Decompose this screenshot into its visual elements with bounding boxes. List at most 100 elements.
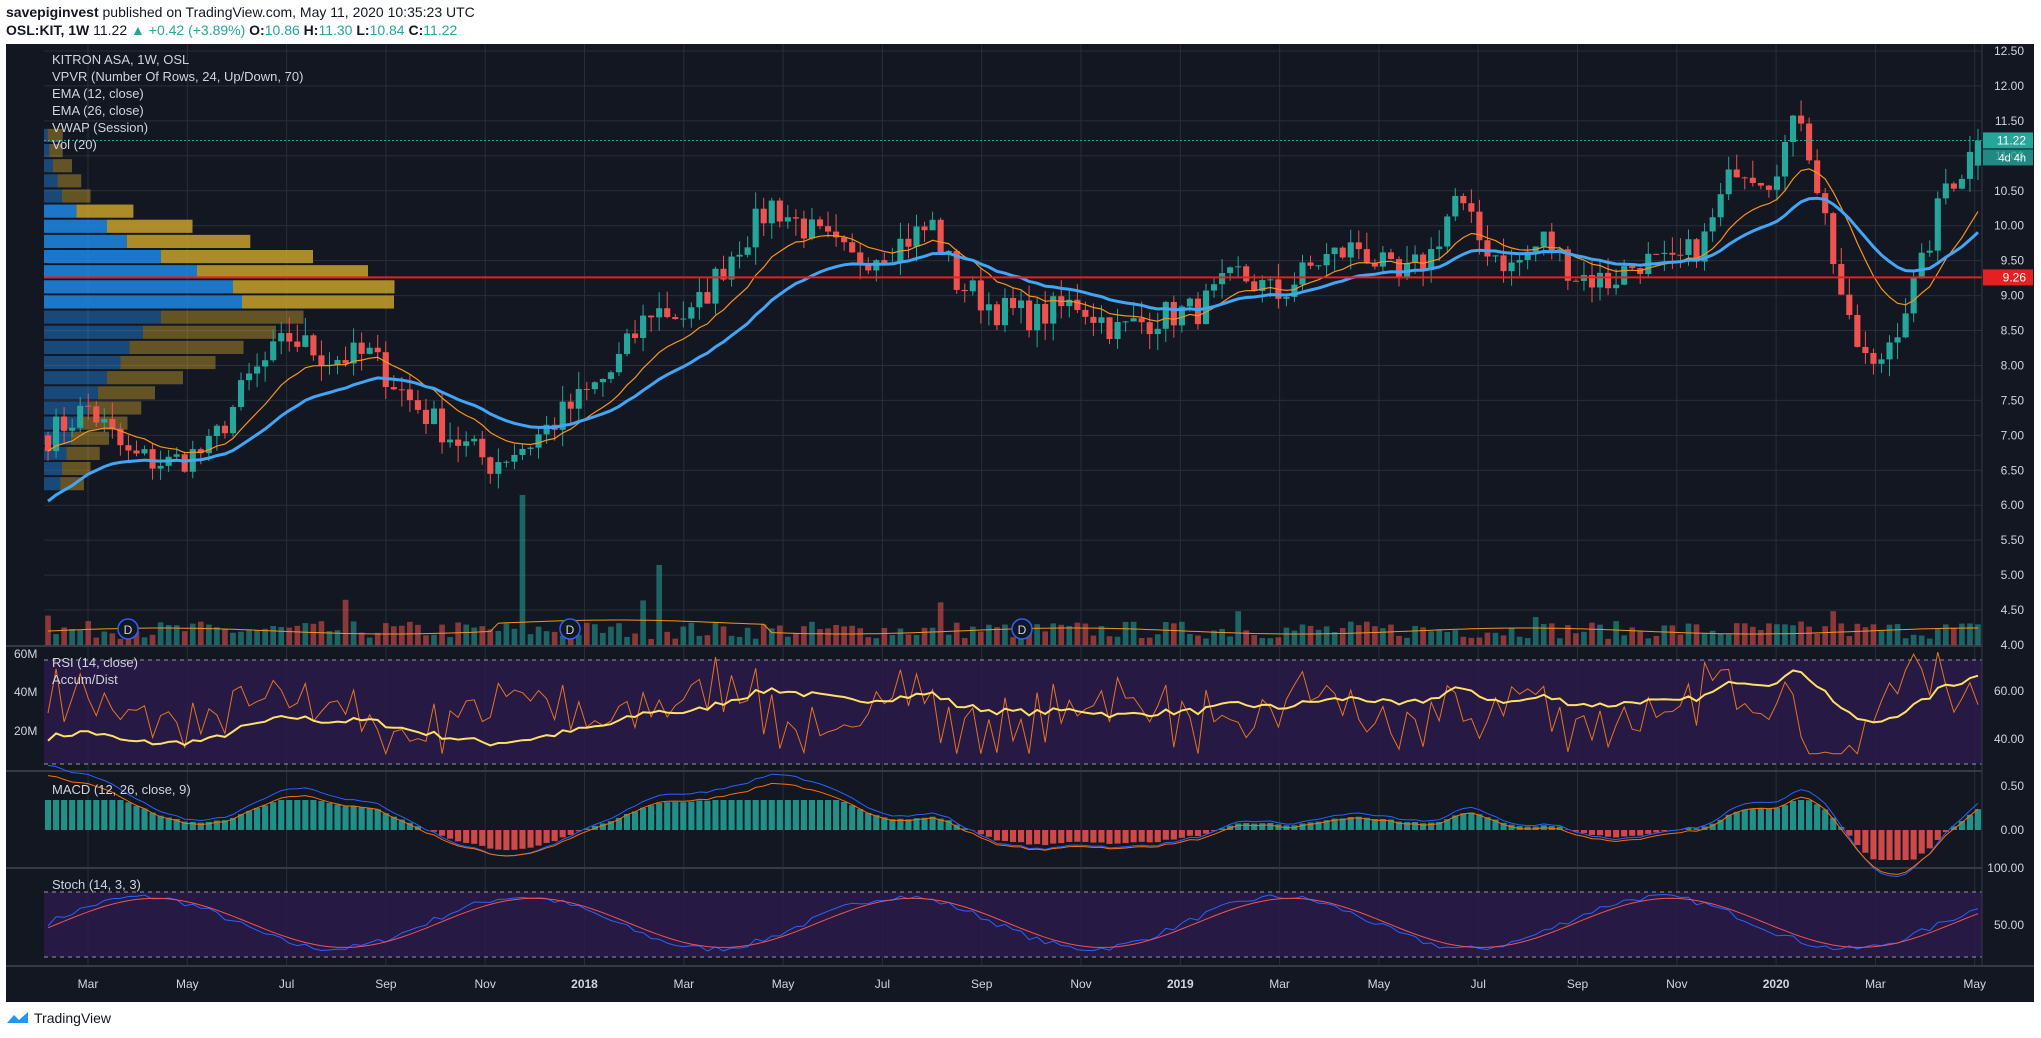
candle-body[interactable] [1749, 177, 1756, 183]
candle-body[interactable] [438, 408, 446, 443]
candle-body[interactable] [760, 208, 767, 224]
candle-body[interactable] [1500, 255, 1507, 272]
candle-body[interactable] [1548, 231, 1555, 253]
candle[interactable] [841, 235, 848, 251]
candle[interactable] [1974, 128, 1982, 181]
candle-body[interactable] [133, 450, 140, 454]
candle-body[interactable] [1588, 275, 1596, 288]
candle-body[interactable] [173, 454, 180, 457]
candle[interactable] [857, 242, 864, 280]
candle[interactable] [607, 370, 614, 384]
candle[interactable] [1154, 312, 1161, 351]
candle-body[interactable] [736, 254, 743, 257]
candle-body[interactable] [1725, 169, 1732, 195]
candle[interactable] [286, 317, 293, 352]
candle-body[interactable] [985, 304, 992, 311]
candle[interactable] [1838, 247, 1845, 295]
candle-body[interactable] [559, 401, 566, 430]
candle-body[interactable] [1741, 177, 1748, 179]
candle-body[interactable] [792, 217, 799, 219]
candle[interactable] [447, 422, 454, 448]
candle-body[interactable] [1596, 272, 1604, 288]
candle-body[interactable] [382, 352, 389, 388]
candle-body[interactable] [1074, 299, 1081, 310]
dividend-circle[interactable] [559, 618, 581, 640]
candle[interactable] [350, 328, 357, 376]
candle-body[interactable] [1251, 281, 1258, 291]
candle-body[interactable] [1412, 254, 1419, 263]
candle[interactable] [1066, 289, 1073, 318]
candle-body[interactable] [696, 292, 703, 308]
candle[interactable] [599, 378, 606, 397]
candle[interactable] [1452, 188, 1459, 222]
candle[interactable] [736, 241, 743, 269]
candle[interactable] [455, 426, 462, 463]
candle-body[interactable] [1733, 169, 1740, 178]
candle-body[interactable] [157, 465, 164, 469]
candle-body[interactable] [374, 347, 381, 353]
candle-body[interactable] [1034, 303, 1041, 331]
candle[interactable] [125, 435, 132, 462]
candle[interactable] [1781, 134, 1789, 192]
candle-body[interactable] [1709, 217, 1716, 232]
candle-body[interactable] [1227, 267, 1234, 274]
candle[interactable] [591, 381, 598, 395]
candle-body[interactable] [824, 226, 832, 232]
candle[interactable] [1966, 135, 1973, 192]
candle[interactable] [358, 332, 365, 371]
candle[interactable] [527, 446, 534, 456]
candle[interactable] [1106, 317, 1113, 345]
candle-body[interactable] [1870, 353, 1877, 364]
candle[interactable] [664, 291, 671, 319]
candle-body[interactable] [1355, 242, 1362, 250]
candles[interactable] [44, 100, 1982, 489]
candle[interactable] [1001, 288, 1009, 333]
candle-body[interactable] [1162, 301, 1169, 329]
candle[interactable] [784, 205, 791, 229]
candle[interactable] [1693, 238, 1700, 268]
candle[interactable] [1757, 182, 1764, 190]
dividend-marker[interactable]: D [117, 618, 139, 640]
candle-body[interactable] [583, 388, 590, 390]
candle[interactable] [246, 362, 253, 391]
dividend-marker[interactable]: D [1011, 618, 1033, 640]
candle-body[interactable] [929, 219, 936, 231]
candle[interactable] [53, 408, 60, 458]
candle[interactable] [77, 397, 84, 432]
candle[interactable] [1613, 268, 1620, 295]
candle[interactable] [808, 207, 816, 241]
candle-body[interactable] [487, 457, 494, 474]
candle[interactable] [1926, 240, 1933, 257]
candle-body[interactable] [262, 360, 269, 367]
candle-body[interactable] [1452, 195, 1459, 217]
candle-body[interactable] [1235, 266, 1242, 268]
candle-body[interactable] [1524, 251, 1531, 260]
candle[interactable] [1323, 243, 1330, 277]
candle-body[interactable] [1146, 322, 1153, 335]
candle-body[interactable] [1323, 254, 1330, 266]
candle-body[interactable] [1444, 216, 1451, 247]
candle-body[interactable] [977, 280, 984, 311]
candle[interactable] [1814, 149, 1821, 195]
candle[interactable] [1074, 284, 1081, 314]
candle-body[interactable] [961, 289, 968, 292]
candle[interactable] [1548, 223, 1555, 260]
candle-body[interactable] [1830, 213, 1837, 265]
candle-body[interactable] [278, 333, 285, 342]
candle[interactable] [463, 431, 470, 457]
candle-body[interactable] [640, 315, 647, 338]
candle[interactable] [495, 448, 502, 489]
candle[interactable] [1444, 213, 1451, 254]
candle-body[interactable] [1114, 322, 1121, 340]
candle[interactable] [1773, 164, 1780, 201]
candle-body[interactable] [1098, 317, 1105, 323]
candle-body[interactable] [1347, 242, 1354, 258]
candle-body[interactable] [1001, 297, 1009, 326]
candle-body[interactable] [1259, 280, 1266, 291]
candle[interactable] [905, 223, 912, 259]
candle[interactable] [197, 447, 204, 465]
candle-body[interactable] [1886, 342, 1893, 360]
candle-body[interactable] [1822, 193, 1829, 214]
candle-body[interactable] [1484, 240, 1491, 257]
candle-body[interactable] [841, 237, 848, 243]
